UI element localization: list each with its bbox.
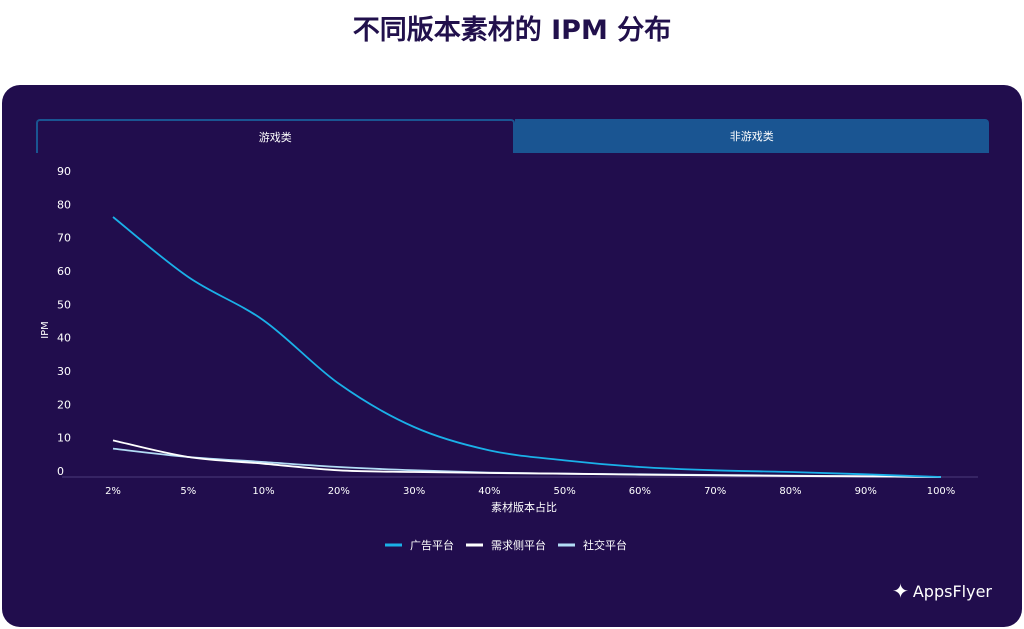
series-line (112, 216, 942, 478)
x-tick-label: 100% (927, 486, 956, 497)
category-tabs: 游戏类 非游戏类 (36, 119, 989, 153)
x-tick-label: 60% (629, 486, 651, 497)
y-tick-label: 30 (57, 365, 71, 378)
page-title: 不同版本素材的 IPM 分布 (352, 15, 672, 46)
x-tick-label: 10% (252, 486, 274, 497)
appsflyer-logo-icon: ✦ (892, 579, 909, 603)
y-tick-label: 40 (57, 332, 71, 345)
x-tick-label: 70% (704, 486, 726, 497)
chart-card: 游戏类 非游戏类 ✦ AppsFlyer (2, 85, 1022, 627)
x-tick-label: 40% (478, 486, 500, 497)
legend-label: 广告平台 (410, 538, 454, 552)
x-tick-label: 2% (105, 486, 121, 497)
x-tick-label: 5% (180, 486, 196, 497)
series-line (112, 439, 942, 478)
legend-label: 需求侧平台 (491, 538, 546, 552)
x-tick-label: 80% (779, 486, 801, 497)
y-tick-label: 60 (57, 265, 71, 278)
y-tick-label: 0 (57, 465, 64, 478)
tab-games[interactable]: 游戏类 (36, 119, 515, 153)
x-tick-label: 50% (554, 486, 576, 497)
logo-text: AppsFlyer (912, 581, 992, 601)
y-tick-label: 90 (57, 165, 71, 178)
appsflyer-logo: ✦ AppsFlyer (892, 579, 992, 603)
x-tick-label: 90% (855, 486, 877, 497)
legend-label: 社交平台 (583, 538, 627, 552)
y-axis-label: IPM (40, 321, 51, 339)
y-tick-label: 50 (57, 298, 71, 311)
x-axis-label: 素材版本占比 (491, 500, 557, 514)
x-tick-label: 30% (403, 486, 425, 497)
tab-non-games[interactable]: 非游戏类 (514, 119, 989, 153)
y-tick-label: 70 (57, 232, 71, 245)
y-tick-label: 20 (57, 398, 71, 411)
y-tick-label: 80 (57, 198, 71, 211)
x-tick-label: 20% (328, 486, 350, 497)
y-tick-label: 10 (57, 432, 71, 445)
